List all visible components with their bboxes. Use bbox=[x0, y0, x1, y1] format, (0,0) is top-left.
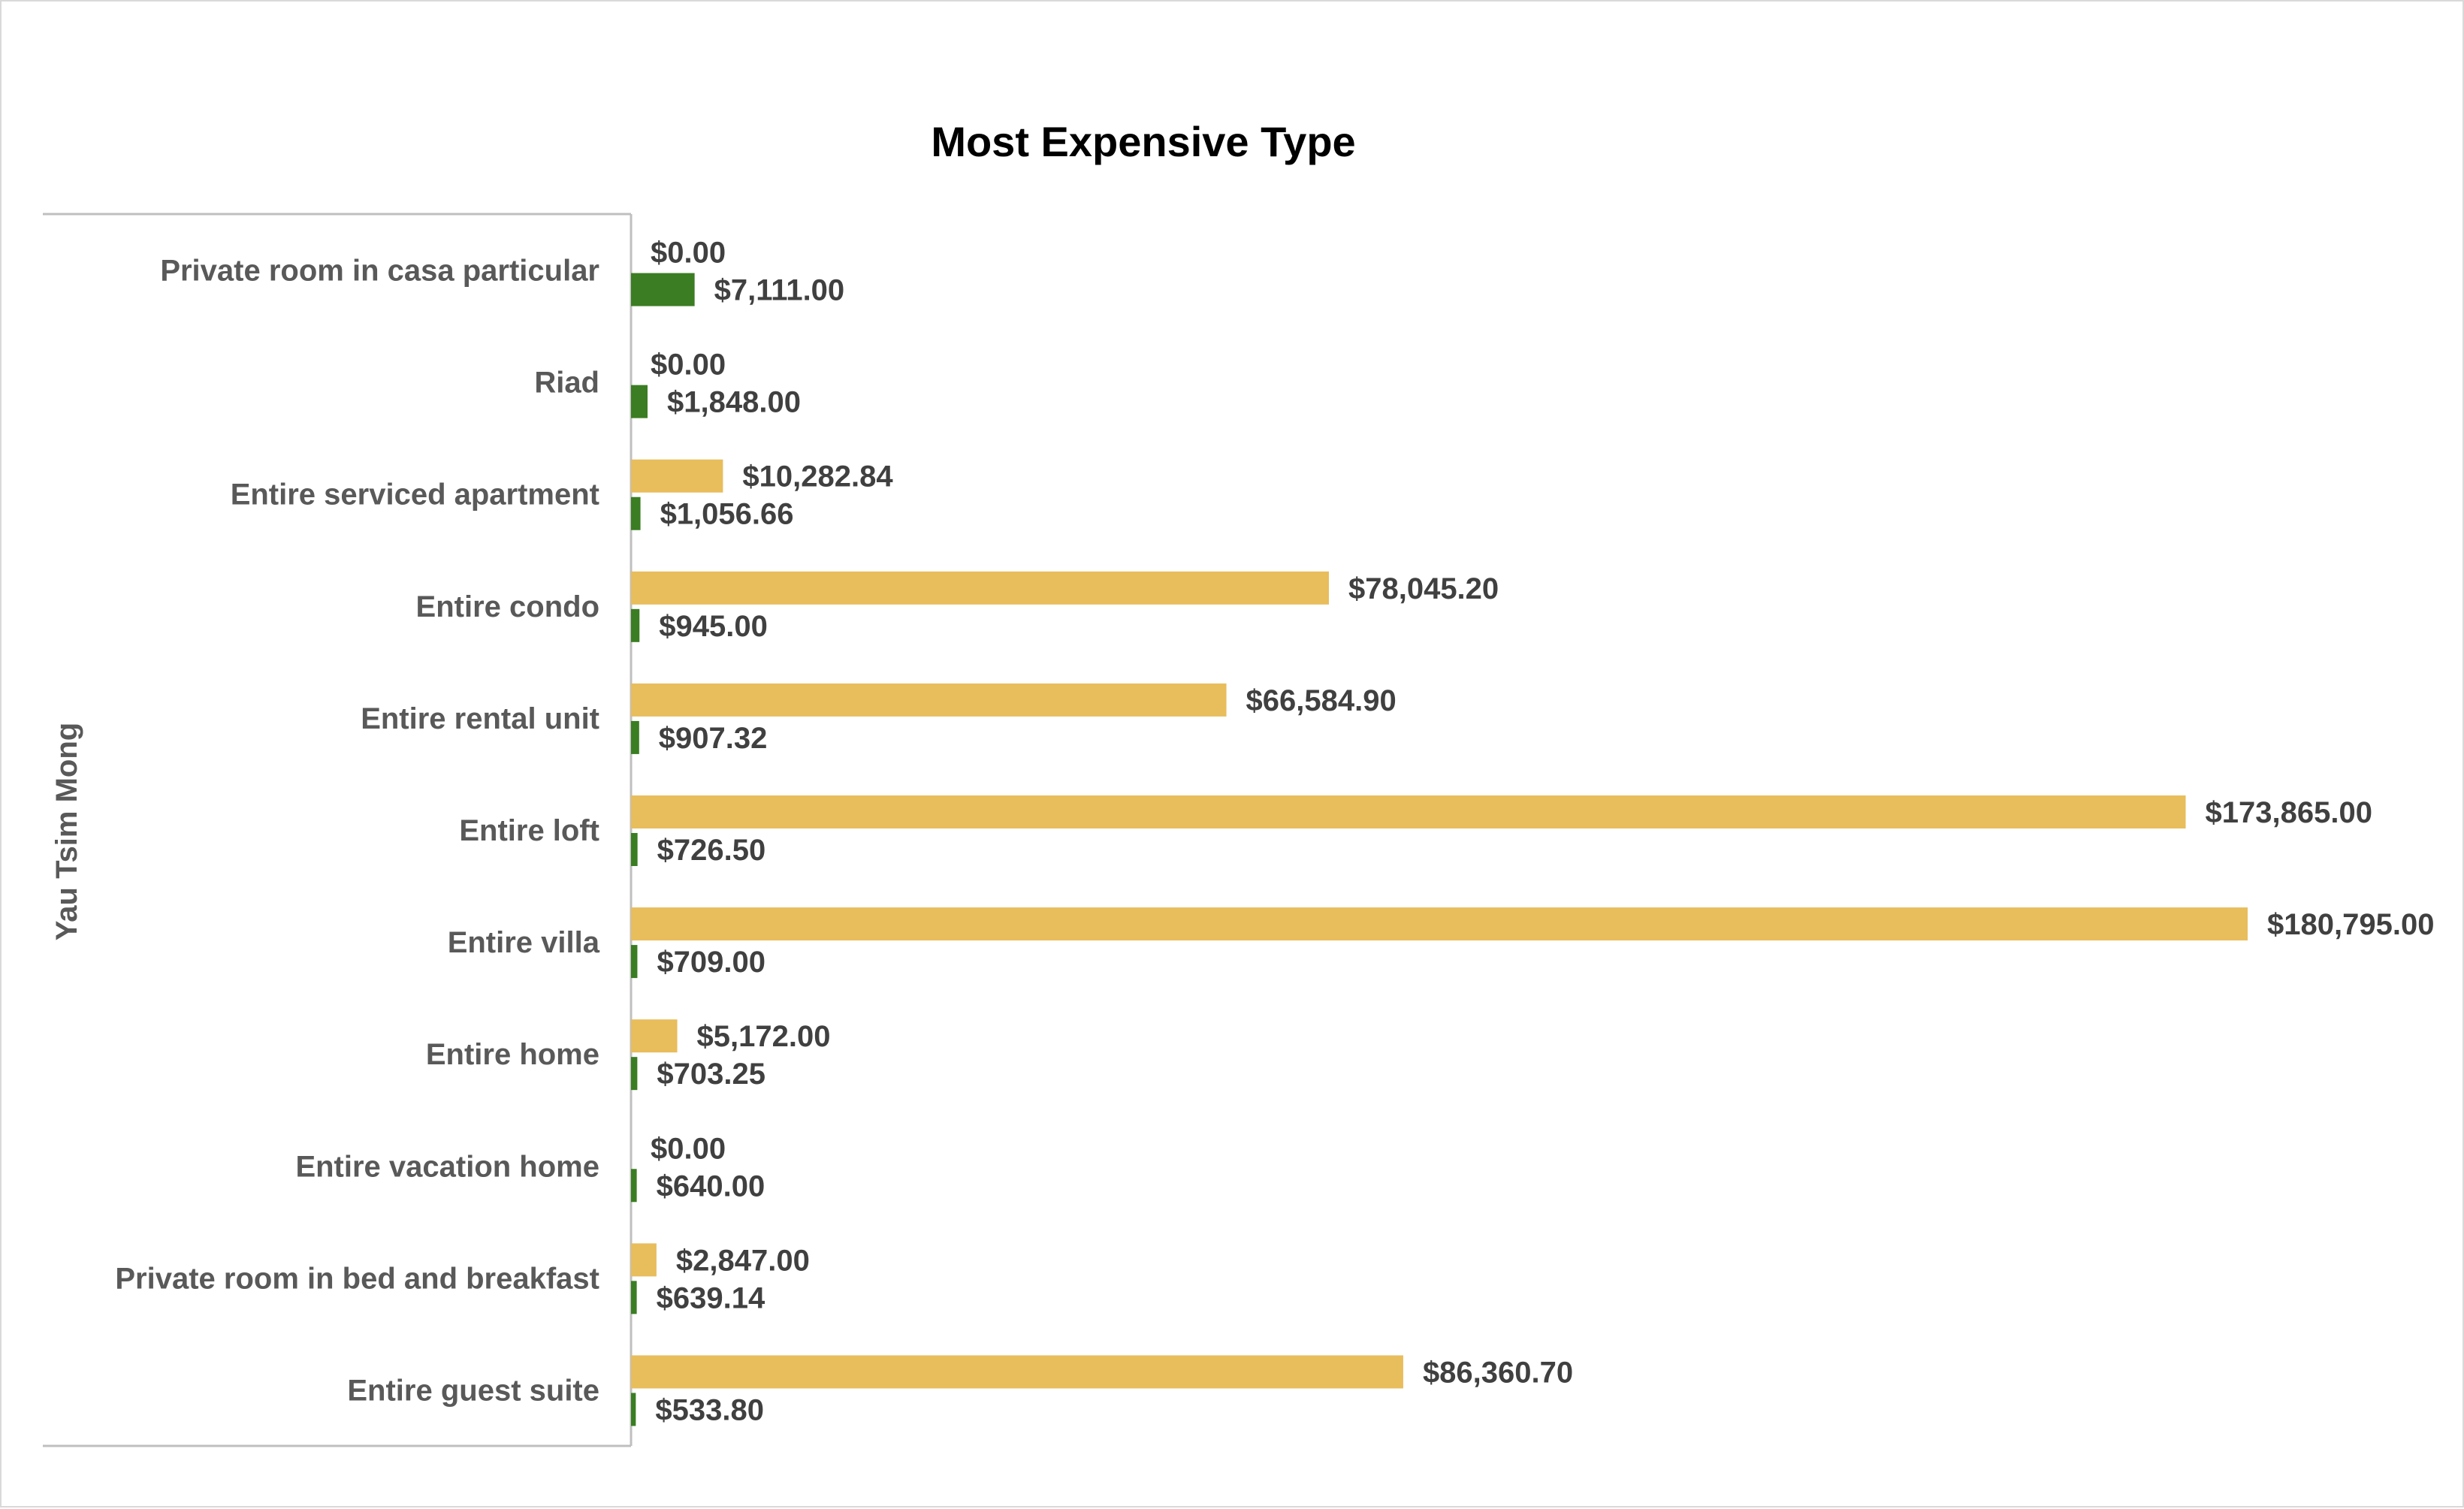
data-label: $703.25 bbox=[657, 1058, 765, 1091]
category-tick-label: Entire condo bbox=[416, 590, 599, 623]
data-label: $7,111.00 bbox=[714, 274, 845, 307]
data-label: $639.14 bbox=[657, 1281, 765, 1314]
data-label: $180,795.00 bbox=[2267, 908, 2434, 941]
category-tick-label: Private room in casa particular bbox=[160, 255, 599, 288]
chart-title: Most Expensive Type bbox=[931, 118, 1355, 165]
bar-series-1 bbox=[631, 1243, 657, 1277]
data-label: $1,056.66 bbox=[660, 498, 794, 531]
bar-series-2 bbox=[631, 1057, 638, 1091]
bar-series-2 bbox=[631, 1169, 637, 1203]
data-label: $2,847.00 bbox=[676, 1244, 810, 1277]
data-label: $709.00 bbox=[657, 946, 765, 979]
data-label: $726.50 bbox=[657, 834, 766, 867]
data-label: $5,172.00 bbox=[697, 1020, 831, 1053]
category-tick-label: Entire loft bbox=[459, 814, 599, 847]
data-label: $945.00 bbox=[659, 610, 768, 643]
category-tick-label: Entire guest suite bbox=[347, 1374, 599, 1407]
data-label: $0.00 bbox=[651, 1132, 726, 1165]
category-tick-label: Entire rental unit bbox=[361, 702, 599, 735]
data-label: $173,865.00 bbox=[2206, 796, 2372, 829]
bar-series-1 bbox=[631, 795, 2186, 828]
data-label: $533.80 bbox=[655, 1393, 764, 1426]
data-label: $1,848.00 bbox=[667, 386, 801, 419]
labels-layer: Private room in casa particular $0.00 $7,1… bbox=[115, 237, 2434, 1427]
bar-series-2 bbox=[631, 833, 638, 866]
bar-series-1 bbox=[631, 571, 1329, 605]
bar-series-1 bbox=[631, 683, 1227, 717]
group-axis-label: Yau Tsim Mong bbox=[50, 723, 83, 940]
axis-layer bbox=[43, 213, 633, 1447]
data-label: $10,282.84 bbox=[742, 460, 893, 493]
bar-series-2 bbox=[631, 720, 639, 754]
bar-series-1 bbox=[631, 907, 2248, 941]
bar-series-2 bbox=[631, 945, 638, 979]
category-tick-label: Entire villa bbox=[448, 926, 600, 959]
bars-layer bbox=[631, 273, 2248, 1426]
bar-series-2 bbox=[631, 496, 641, 530]
bar-series-1 bbox=[631, 1355, 1403, 1389]
data-label: $0.00 bbox=[651, 349, 726, 382]
category-tick-label: Entire vacation home bbox=[295, 1150, 599, 1183]
data-label: $66,584.90 bbox=[1246, 684, 1397, 717]
data-label: $78,045.20 bbox=[1348, 572, 1499, 605]
bar-series-2 bbox=[631, 1281, 637, 1314]
category-tick-label: Riad bbox=[534, 367, 599, 400]
data-label: $86,360.70 bbox=[1423, 1356, 1573, 1389]
bar-series-2 bbox=[631, 608, 640, 642]
bar-series-2 bbox=[631, 385, 648, 418]
bar-series-1 bbox=[631, 1019, 678, 1053]
data-label: $907.32 bbox=[659, 722, 768, 755]
data-label: $0.00 bbox=[651, 237, 726, 270]
category-tick-label: Entire home bbox=[426, 1038, 599, 1071]
bar-series-2 bbox=[631, 273, 695, 306]
bar-series-2 bbox=[631, 1393, 636, 1426]
bar-series-1 bbox=[631, 459, 723, 493]
category-tick-label: Entire serviced apartment bbox=[231, 478, 599, 512]
data-label: $640.00 bbox=[657, 1169, 765, 1203]
category-tick-label: Private room in bed and breakfast bbox=[115, 1262, 599, 1295]
